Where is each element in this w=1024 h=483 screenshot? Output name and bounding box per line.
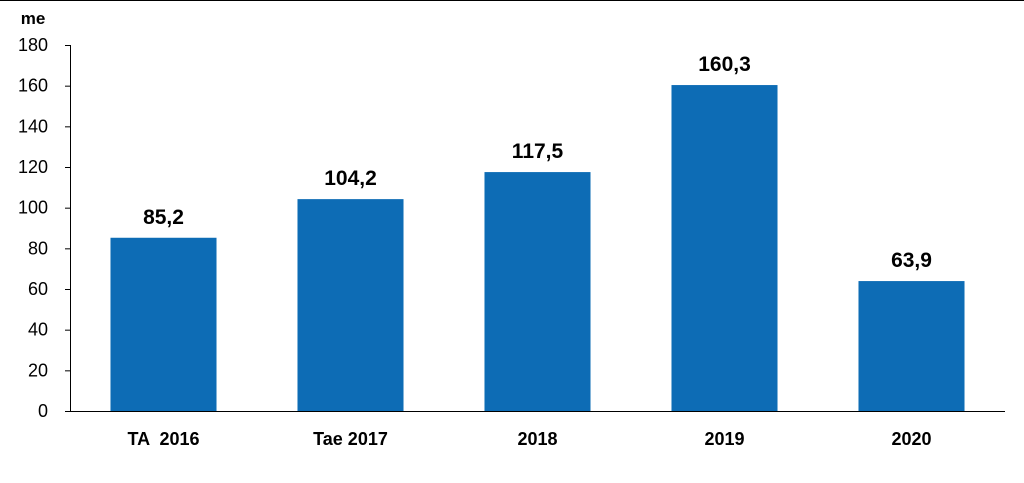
y-tick-label: 40 bbox=[28, 320, 48, 340]
data-label-2: 117,5 bbox=[512, 140, 564, 163]
y-axis-unit-label: me bbox=[21, 9, 46, 28]
data-label-1: 104,2 bbox=[324, 167, 377, 190]
bar-4 bbox=[858, 281, 965, 411]
y-tick-label: 180 bbox=[18, 35, 48, 55]
data-label-4: 63,9 bbox=[891, 249, 932, 272]
bar-0 bbox=[110, 237, 217, 411]
value-labels: 85,2 104,2 117,5 160,3 63,9 bbox=[143, 53, 932, 272]
bar-3 bbox=[671, 85, 778, 411]
x-tick-label-2: 2018 bbox=[517, 429, 557, 449]
bar-1 bbox=[297, 199, 404, 411]
y-tick-label: 20 bbox=[28, 360, 48, 380]
x-tick-label-4: 2020 bbox=[891, 429, 931, 449]
x-tick-label-3: 2019 bbox=[704, 429, 744, 449]
x-tick-label-1: Tae 2017 bbox=[313, 429, 388, 449]
data-label-0: 85,2 bbox=[143, 206, 184, 229]
x-tick-label-0: TA 2016 bbox=[127, 429, 199, 449]
x-axis-labels: TA 2016 Tae 2017 2018 2019 2020 bbox=[127, 429, 931, 449]
y-tick-label: 100 bbox=[18, 198, 48, 218]
data-label-3: 160,3 bbox=[698, 53, 751, 76]
y-tick-label: 80 bbox=[28, 238, 48, 258]
y-tick-label: 160 bbox=[18, 76, 48, 96]
y-tick-label: 140 bbox=[18, 116, 48, 136]
y-tick-label: 120 bbox=[18, 157, 48, 177]
bars bbox=[110, 85, 965, 411]
bar-2 bbox=[484, 172, 591, 411]
y-tick-label: 60 bbox=[28, 279, 48, 299]
y-tick-label: 0 bbox=[38, 401, 48, 421]
top-border-line bbox=[0, 0, 1024, 1]
y-axis-ticks: 0 20 40 60 80 100 120 140 160 180 bbox=[18, 35, 70, 421]
